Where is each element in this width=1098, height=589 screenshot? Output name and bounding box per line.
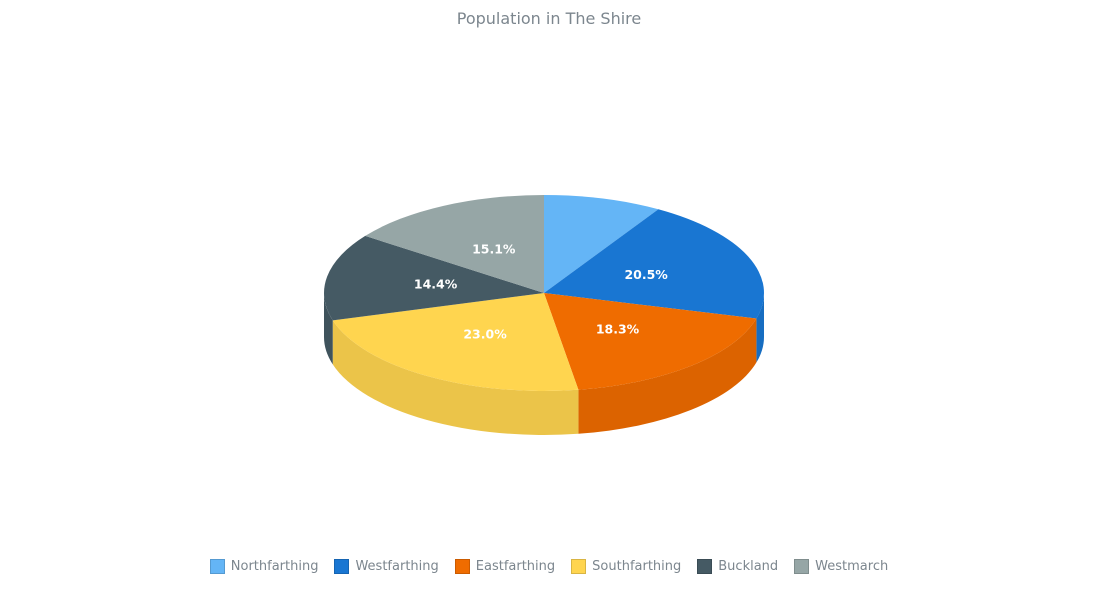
pie-slice-westfarthing[interactable] bbox=[544, 209, 764, 319]
pie-side-group bbox=[324, 293, 764, 436]
pie-slice-southfarthing[interactable] bbox=[332, 293, 579, 391]
legend-swatch bbox=[454, 558, 470, 574]
chart-title: Population in The Shire bbox=[456, 9, 642, 28]
pie-side-westfarthing bbox=[756, 293, 764, 363]
pie-slice-eastfarthing[interactable] bbox=[544, 293, 757, 390]
pie-label-buckland: 14.4% bbox=[414, 277, 458, 292]
pie-side-buckland bbox=[324, 293, 333, 365]
legend-label: Westmarch bbox=[815, 558, 889, 574]
pie-slice-northfarthing[interactable] bbox=[544, 195, 659, 293]
legend-label: Eastfarthing bbox=[475, 558, 556, 574]
legend-swatch bbox=[209, 558, 225, 574]
pie-side-southfarthing bbox=[332, 320, 579, 436]
pie-label-group: 20.5% 18.3% 23.0% 14.4% 15.1% bbox=[414, 241, 668, 341]
legend-swatch bbox=[334, 558, 350, 574]
pie-label-eastfarthing: 18.3% bbox=[596, 321, 640, 336]
legend-label: Westfarthing bbox=[355, 558, 439, 574]
legend-label: Northfarthing bbox=[230, 558, 319, 574]
legend-item-eastfarthing[interactable]: Eastfarthing bbox=[454, 556, 556, 576]
pie-slice-buckland[interactable] bbox=[324, 235, 544, 321]
pie-slice-westmarch[interactable] bbox=[365, 195, 544, 293]
legend-item-westfarthing[interactable]: Westfarthing bbox=[334, 556, 439, 576]
pie-label-westfarthing: 20.5% bbox=[624, 267, 668, 282]
legend-swatch bbox=[794, 558, 810, 574]
legend-swatch bbox=[697, 558, 713, 574]
pie-label-southfarthing: 23.0% bbox=[463, 326, 507, 341]
legend-item-buckland[interactable]: Buckland bbox=[697, 556, 778, 576]
chart-legend: Northfarthing Westfarthing Eastfarthing Sou… bbox=[0, 556, 1098, 576]
pie-side-eastfarthing bbox=[578, 318, 757, 434]
legend-label: Buckland bbox=[718, 558, 779, 574]
pie-top-group bbox=[324, 195, 764, 391]
legend-item-northfarthing[interactable]: Northfarthing bbox=[209, 556, 319, 576]
legend-item-westmarch[interactable]: Westmarch bbox=[794, 556, 888, 576]
legend-item-southfarthing[interactable]: Southfarthing bbox=[571, 556, 681, 576]
pie-label-westmarch: 15.1% bbox=[472, 241, 516, 256]
legend-swatch bbox=[571, 558, 587, 574]
legend-label: Southfarthing bbox=[592, 558, 682, 574]
